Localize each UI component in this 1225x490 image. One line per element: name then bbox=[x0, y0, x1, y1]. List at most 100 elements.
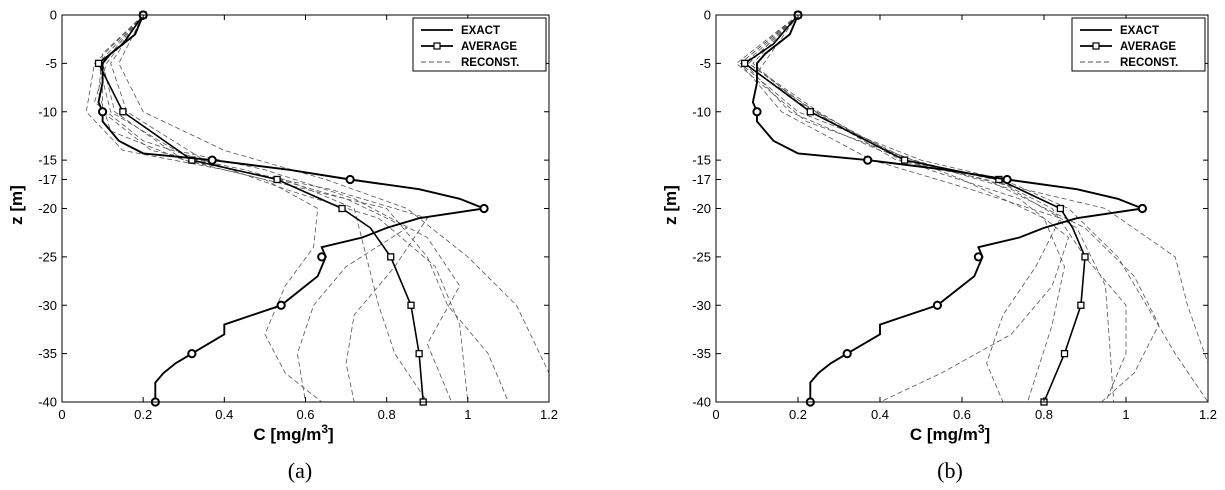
reconst-line-1 bbox=[748, 14, 1127, 403]
average-marker bbox=[387, 253, 395, 261]
average-marker bbox=[338, 204, 346, 213]
average-marker bbox=[1056, 204, 1065, 213]
reconst-line-2 bbox=[744, 14, 1209, 364]
y-tick-label: -40 bbox=[38, 395, 57, 410]
exact-marker bbox=[345, 174, 355, 185]
average-marker bbox=[415, 349, 423, 358]
legend: EXACT AVERAGE RECONST. bbox=[1071, 17, 1206, 72]
exact-marker bbox=[1137, 203, 1148, 214]
exact-marker bbox=[276, 300, 286, 310]
y-axis-label: z [m] bbox=[661, 185, 680, 225]
average-marker bbox=[94, 59, 103, 68]
exact-marker bbox=[317, 252, 327, 262]
y-tick-label: -10 bbox=[38, 104, 57, 119]
reconst-line-4 bbox=[752, 14, 1065, 403]
legend-label-exact: EXACT bbox=[461, 25, 500, 37]
y-tick-label: -40 bbox=[692, 395, 711, 410]
exact-line bbox=[751, 14, 1147, 402]
reconst-line-2 bbox=[118, 14, 550, 374]
y-tick-label: -20 bbox=[38, 201, 57, 216]
reconst-line-4 bbox=[102, 14, 408, 403]
x-tick-label: 0.4 bbox=[871, 407, 889, 422]
exact-marker bbox=[97, 107, 108, 117]
x-tick-label: 1.2 bbox=[540, 407, 558, 422]
average-marker bbox=[1060, 349, 1069, 358]
reconst-line-5 bbox=[102, 14, 322, 403]
panel-a: 0 0.2 0.4 0.6 0.8 1 1.2 0 -5 -10 -15 -17 -20 -25 -30 -3… bbox=[7, 8, 558, 484]
panel-caption: (a) bbox=[288, 458, 312, 483]
average-line bbox=[97, 14, 424, 403]
x-tick-label: 1 bbox=[1122, 407, 1129, 422]
exact-marker bbox=[863, 155, 873, 165]
legend-label-reconst: RECONST. bbox=[461, 57, 519, 69]
reconst-line-1 bbox=[85, 14, 509, 403]
y-tick-label: -35 bbox=[38, 346, 57, 361]
y-tick-label: -5 bbox=[699, 56, 711, 71]
x-tick-label: 0.4 bbox=[215, 407, 233, 422]
reconst-line-7 bbox=[748, 14, 1160, 403]
x-tick-label: 0.8 bbox=[1035, 407, 1053, 422]
x-tick-label: 0 bbox=[58, 407, 65, 422]
average-marker bbox=[1077, 301, 1085, 309]
average-marker bbox=[273, 175, 281, 184]
average-marker bbox=[806, 108, 814, 116]
reconst-line-3 bbox=[110, 14, 469, 403]
legend-label-average: AVERAGE bbox=[461, 41, 517, 53]
average-marker bbox=[188, 156, 196, 164]
y-tick-label: -20 bbox=[692, 201, 711, 216]
x-tick-label: 1 bbox=[464, 407, 471, 422]
legend-label-average: AVERAGE bbox=[1120, 41, 1176, 53]
average-marker bbox=[407, 301, 415, 309]
reconst-line-6 bbox=[740, 14, 1061, 403]
x-axis-label: C [mg/m3] bbox=[910, 422, 990, 444]
y-tick-label: -25 bbox=[38, 249, 57, 264]
y-tick-label: -35 bbox=[692, 346, 711, 361]
x-axis-label-end: ] bbox=[328, 425, 334, 444]
legend-label-reconst: RECONST. bbox=[1120, 57, 1178, 69]
x-tick-label: 0.2 bbox=[134, 407, 152, 422]
panel-caption: (b) bbox=[937, 458, 963, 483]
exact-marker bbox=[752, 107, 762, 117]
reconst-line-6 bbox=[94, 14, 428, 403]
legend: EXACT AVERAGE RECONST. bbox=[412, 17, 547, 72]
y-tick-label: -30 bbox=[692, 298, 711, 313]
x-axis-label-end: ] bbox=[985, 425, 991, 444]
x-axis-label-main: C [mg/m bbox=[253, 425, 321, 444]
x-axis-label-main: C [mg/m bbox=[910, 425, 978, 444]
x-tick-label: 1.2 bbox=[1199, 407, 1217, 422]
exact-marker bbox=[842, 349, 852, 359]
y-tick-label: -17 bbox=[38, 172, 57, 187]
reconst-line-7 bbox=[98, 14, 461, 403]
reconst-line-0 bbox=[98, 14, 428, 403]
exact-marker bbox=[207, 155, 217, 165]
plot-frame bbox=[715, 14, 1209, 403]
average-line bbox=[743, 14, 1086, 403]
legend-marker-average bbox=[433, 42, 441, 50]
x-tick-label: 0.6 bbox=[296, 407, 314, 422]
x-axis-label: C [mg/m3] bbox=[253, 422, 333, 444]
exact-marker bbox=[187, 349, 197, 359]
average-marker bbox=[900, 156, 909, 164]
reconst-line-3 bbox=[735, 14, 1115, 403]
exact-marker bbox=[932, 300, 943, 310]
y-tick-label: -10 bbox=[692, 104, 711, 119]
y-tick-label: -15 bbox=[692, 153, 711, 168]
x-tick-label: 0 bbox=[712, 407, 719, 422]
y-tick-label: 0 bbox=[704, 8, 711, 23]
y-tick-label: -5 bbox=[45, 56, 57, 71]
x-tick-label: 0.6 bbox=[953, 407, 971, 422]
exact-marker bbox=[1002, 174, 1012, 185]
exact-line bbox=[97, 14, 488, 402]
average-marker bbox=[119, 108, 127, 116]
y-axis-label: z [m] bbox=[7, 185, 26, 225]
x-axis-label-sup: 3 bbox=[321, 422, 328, 436]
legend-marker-average bbox=[1092, 42, 1100, 50]
average-marker bbox=[741, 59, 749, 68]
y-tick-label: 0 bbox=[50, 8, 57, 23]
y-tick-label: -17 bbox=[692, 172, 711, 187]
plot-frame bbox=[61, 14, 550, 403]
x-axis-label-sup: 3 bbox=[978, 422, 985, 436]
reconst-line-0 bbox=[739, 14, 1209, 403]
exact-marker bbox=[973, 252, 984, 262]
